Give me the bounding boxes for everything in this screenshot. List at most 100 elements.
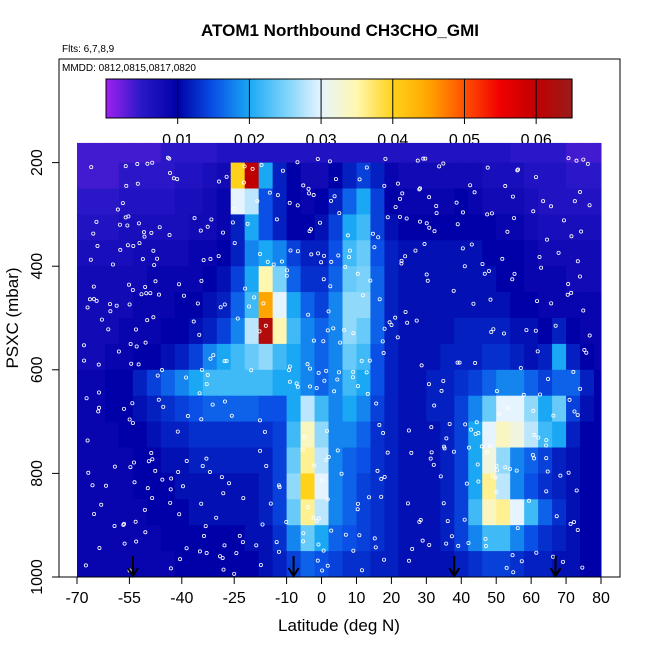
heatmap-cell	[384, 162, 399, 189]
heatmap-cell	[230, 343, 246, 371]
heatmap-cell	[118, 162, 134, 189]
heatmap-cell	[188, 188, 204, 215]
heatmap-cell	[216, 343, 232, 371]
sample-point	[483, 536, 488, 541]
sample-point	[242, 164, 247, 169]
colorbar-cell	[476, 79, 479, 118]
sample-point	[553, 323, 558, 328]
sample-point	[549, 301, 554, 306]
sample-point	[143, 340, 148, 345]
heatmap-cell	[594, 447, 602, 474]
sample-point	[491, 327, 496, 332]
heatmap-cell	[230, 525, 246, 552]
heatmap-cell	[510, 188, 525, 215]
heatmap-cell	[524, 240, 539, 267]
sample-point	[255, 199, 260, 204]
heatmap-cell	[538, 421, 553, 448]
heatmap-cell	[118, 421, 134, 448]
x-tick-label: -70	[65, 590, 88, 607]
heatmap-cell	[174, 551, 190, 578]
colorbar-cell	[344, 79, 347, 118]
sample-point	[160, 368, 165, 373]
heatmap-cell	[398, 292, 413, 319]
sample-point	[351, 369, 356, 374]
heatmap-cell	[300, 447, 316, 474]
heatmap-cell	[132, 447, 148, 474]
sample-point	[86, 470, 91, 475]
sample-point	[510, 277, 515, 282]
sample-point	[587, 333, 592, 338]
heatmap-cell	[146, 318, 162, 345]
heatmap-cell	[272, 266, 288, 293]
sample-point	[153, 279, 158, 284]
sample-point	[199, 367, 204, 372]
heatmap-cell	[482, 421, 497, 448]
heatmap-cell	[566, 421, 581, 448]
heatmap-cell	[118, 447, 134, 474]
heatmap-cell	[216, 214, 232, 241]
sample-point	[585, 161, 590, 166]
heatmap-cell	[594, 499, 602, 526]
heatmap-cell	[594, 395, 602, 423]
sample-point	[422, 242, 427, 247]
sample-point	[427, 195, 432, 200]
heatmap-cell	[538, 395, 553, 423]
heatmap-cell	[496, 343, 511, 371]
heatmap-cell	[440, 499, 455, 526]
sample-point	[400, 191, 405, 196]
sample-point	[97, 545, 102, 550]
sample-point	[424, 221, 429, 226]
sample-point	[321, 339, 326, 344]
heatmap-cell	[566, 499, 581, 526]
colorbar-cell	[506, 79, 509, 118]
sample-point	[121, 522, 126, 527]
heatmap-cell	[566, 395, 581, 423]
sample-point	[355, 384, 360, 389]
colorbar-cell	[540, 79, 543, 118]
heatmap-cell	[384, 318, 399, 345]
heatmap-cell	[202, 525, 218, 552]
heatmap-cell	[314, 162, 330, 189]
colorbar-cell	[374, 79, 377, 118]
sample-point	[321, 548, 326, 553]
heatmap-cell	[202, 188, 218, 215]
heatmap-cell	[328, 551, 343, 578]
heatmap-cell	[454, 499, 469, 526]
sample-point	[322, 378, 327, 383]
sample-point	[544, 438, 549, 443]
sample-point	[355, 271, 360, 276]
x-tick-label: 0	[317, 590, 326, 607]
sample-point	[287, 368, 292, 373]
colorbar-cell	[462, 79, 465, 118]
colorbar-cell	[398, 79, 401, 118]
heatmap-cell	[370, 551, 385, 578]
heatmap-cell	[216, 447, 232, 474]
heatmap-cell	[244, 447, 260, 474]
heatmap-cell	[300, 214, 316, 241]
heatmap-cell	[566, 142, 581, 164]
heatmap-cell	[202, 266, 218, 293]
sample-point	[127, 282, 132, 287]
colorbar-cell	[306, 79, 309, 118]
arrow-head	[549, 567, 562, 578]
heatmap-cell	[482, 292, 497, 319]
colorbar-cell	[330, 79, 333, 118]
colorbar-cell	[280, 79, 283, 118]
sample-point	[578, 386, 583, 391]
sample-point	[460, 210, 465, 215]
sample-point	[145, 486, 150, 491]
heatmap-cell	[272, 395, 288, 423]
y-axis-label: PSXC (mbar)	[3, 267, 22, 368]
sample-point	[184, 375, 189, 380]
heatmap-cell	[356, 162, 371, 189]
heatmap-cell	[328, 266, 343, 293]
colorbar-cell	[342, 79, 345, 118]
heatmap-cell	[342, 551, 357, 578]
heatmap-cell	[356, 318, 371, 345]
heatmap-cell	[356, 525, 371, 552]
heatmap-cell	[426, 525, 441, 552]
colorbar-cell	[158, 79, 161, 118]
heatmap-cell	[342, 499, 357, 526]
x-axis: -70 -55 -40 -25 -10 0 10 20 30 40 50 60 70 80	[65, 576, 610, 607]
sample-point	[406, 558, 411, 563]
